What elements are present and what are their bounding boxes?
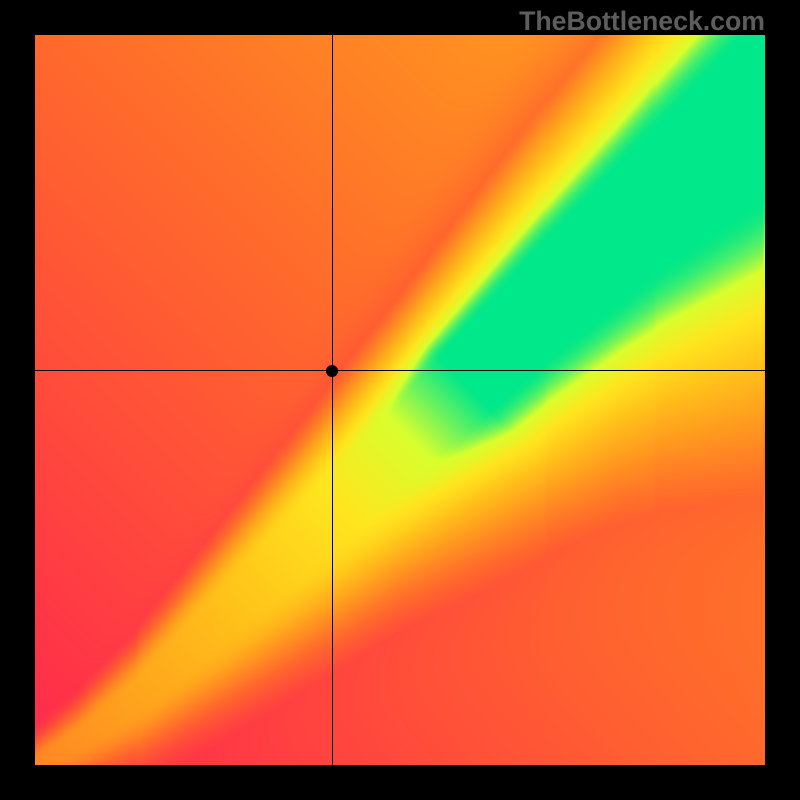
watermark-text: TheBottleneck.com (519, 6, 765, 37)
crosshair-horizontal (35, 370, 765, 371)
bottleneck-heatmap (35, 35, 765, 765)
chart-stage: TheBottleneck.com (0, 0, 800, 800)
crosshair-dot (326, 365, 338, 377)
crosshair-vertical (332, 35, 333, 765)
